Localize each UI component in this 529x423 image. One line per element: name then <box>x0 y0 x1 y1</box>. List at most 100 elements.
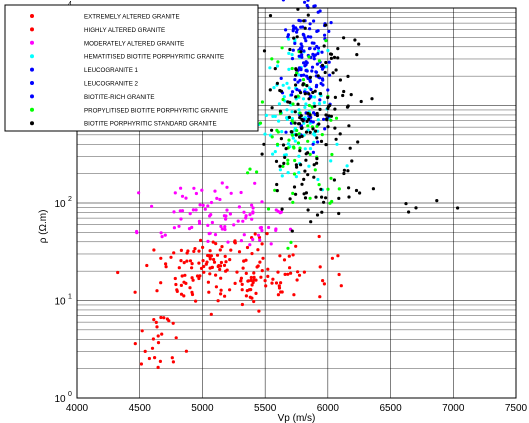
data-point <box>202 264 206 269</box>
data-point <box>321 279 325 283</box>
data-point <box>295 88 299 92</box>
data-point <box>324 196 328 200</box>
data-point <box>293 110 297 114</box>
data-point <box>296 141 300 145</box>
data-point <box>287 138 291 142</box>
data-point <box>152 248 156 252</box>
data-point <box>286 158 290 162</box>
data-point <box>188 259 193 263</box>
data-point <box>260 269 264 273</box>
data-point <box>295 278 299 282</box>
data-point <box>262 49 267 53</box>
data-point <box>292 293 296 297</box>
data-point <box>303 92 307 96</box>
data-point <box>435 199 439 203</box>
data-point <box>251 210 255 214</box>
data-point <box>155 289 159 293</box>
data-point <box>206 204 210 208</box>
data-point <box>304 191 308 195</box>
data-point <box>315 213 320 217</box>
data-point <box>281 164 285 168</box>
data-point <box>307 47 312 51</box>
data-point <box>223 254 227 258</box>
data-point <box>270 106 274 110</box>
data-point <box>303 64 307 68</box>
data-point <box>223 294 227 298</box>
data-point <box>239 279 243 283</box>
data-point <box>328 73 332 77</box>
data-point <box>318 9 322 13</box>
data-point <box>331 71 335 75</box>
data-point <box>342 89 346 94</box>
data-point <box>312 111 316 115</box>
data-point <box>205 260 209 264</box>
data-point <box>177 224 181 228</box>
data-point <box>229 248 233 252</box>
data-point <box>286 142 290 146</box>
data-point <box>169 255 173 259</box>
data-point <box>301 78 306 82</box>
data-point <box>320 67 325 71</box>
data-point <box>219 292 223 296</box>
data-point <box>244 258 248 262</box>
data-point <box>288 197 292 201</box>
data-point <box>270 128 274 132</box>
data-point <box>280 130 284 134</box>
data-point <box>242 233 246 237</box>
data-point <box>300 55 304 59</box>
data-point <box>310 65 315 69</box>
data-point <box>354 188 359 193</box>
data-point <box>346 74 350 78</box>
data-point <box>236 219 240 223</box>
legend-label: EXTREMELY ALTERED GRANITE <box>84 14 180 21</box>
data-point <box>291 102 295 106</box>
data-point <box>220 227 224 231</box>
data-point <box>274 227 278 231</box>
data-point <box>237 250 242 254</box>
data-point <box>284 153 288 157</box>
data-point <box>218 248 222 252</box>
data-point <box>323 70 327 75</box>
data-point <box>326 48 330 53</box>
data-point <box>287 86 291 90</box>
legend-label: BIOTITE PORPHYRITIC STANDARD GRANITE <box>84 121 217 128</box>
data-point <box>298 149 302 153</box>
data-point <box>291 24 295 28</box>
data-point <box>254 291 258 295</box>
data-point <box>198 203 202 207</box>
data-point <box>301 83 305 87</box>
data-point <box>281 0 285 2</box>
data-point <box>294 163 298 167</box>
data-point <box>326 125 330 129</box>
data-point <box>199 266 204 270</box>
data-point <box>322 117 326 121</box>
data-point <box>273 150 277 154</box>
data-point <box>291 253 295 257</box>
data-point <box>233 281 237 285</box>
data-point <box>192 249 196 253</box>
data-point <box>345 164 349 168</box>
data-point <box>293 158 297 163</box>
data-point <box>214 285 218 289</box>
data-point <box>159 315 163 320</box>
data-point <box>314 129 318 133</box>
data-point <box>456 206 460 210</box>
data-point <box>315 157 319 161</box>
data-point <box>318 295 322 299</box>
legend-label: LEUCOGRANITE 2 <box>84 81 139 88</box>
data-point <box>182 294 186 298</box>
data-point <box>302 73 306 77</box>
data-point <box>297 273 302 277</box>
x-tick-label: 7000 <box>442 403 465 414</box>
data-point <box>173 276 177 281</box>
data-point <box>272 86 276 90</box>
data-point <box>209 254 213 258</box>
data-point <box>222 263 227 267</box>
data-point <box>256 248 260 252</box>
data-point <box>342 168 346 172</box>
data-point <box>282 258 287 262</box>
data-point <box>225 185 229 189</box>
data-point <box>312 19 316 23</box>
data-point <box>311 120 315 124</box>
legend-marker <box>30 27 34 32</box>
